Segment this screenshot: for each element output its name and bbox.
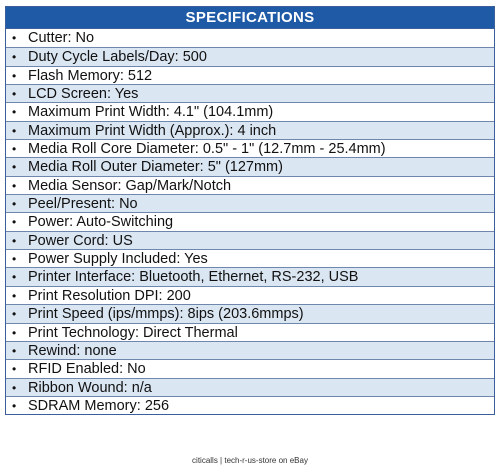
spec-text: RFID Enabled: No [28, 361, 146, 378]
spec-row: • Rewind: none [6, 340, 494, 360]
bullet-icon: • [12, 197, 17, 212]
spec-row: • Ribbon Wound: n/a [6, 377, 494, 396]
specifications-header: SPECIFICATIONS [6, 7, 494, 29]
bullet-icon: • [12, 252, 17, 267]
spec-row: • Maximum Print Width: 4.1" (104.1mm) [6, 102, 494, 121]
spec-row: • Media Roll Outer Diameter: 5" (127mm) [6, 157, 494, 176]
spec-row: • Print Technology: Direct Thermal [6, 322, 494, 341]
bullet-icon: • [12, 288, 17, 303]
spec-row: • LCD Screen: Yes [6, 84, 494, 103]
bullet-icon: • [12, 380, 17, 395]
spec-row: • Print Speed (ips/mmps): 8ips (203.6mmps… [6, 304, 494, 323]
specifications-table: SPECIFICATIONS • Cutter: No • Duty Cycle La… [5, 6, 495, 416]
spec-text: Print Resolution DPI: 200 [28, 287, 191, 304]
spec-text: Duty Cycle Labels/Day: 500 [28, 49, 207, 66]
bullet-icon: • [12, 270, 17, 285]
spec-row: • Cutter: No [6, 29, 494, 48]
spec-row: • Printer Interface: Bluetooth, Ethernet,… [6, 267, 494, 286]
spec-text: Power: Auto-Switching [28, 214, 174, 231]
spec-text: Print Technology: Direct Thermal [28, 324, 238, 341]
spec-text: Ribbon Wound: n/a [28, 379, 152, 396]
bullet-icon: • [12, 343, 17, 358]
bullet-icon: • [12, 142, 17, 157]
spec-row: • RFID Enabled: No [6, 359, 494, 378]
spec-text: Media Roll Core Diameter: 0.5" - 1" (12.… [28, 141, 386, 158]
bullet-icon: • [12, 31, 17, 45]
bullet-icon: • [12, 160, 17, 175]
spec-row: • Power Cord: US [6, 230, 494, 250]
spec-text: Power Cord: US [28, 232, 133, 249]
spec-text: Print Speed (ips/mmps): 8ips (203.6mmps) [28, 306, 304, 323]
footer-credit: citicalls | tech-r-us-store on eBay [192, 456, 308, 465]
bullet-icon: • [12, 398, 17, 413]
spec-row: • SDRAM Memory: 256 [6, 395, 494, 415]
spec-row: • Media Roll Core Diameter: 0.5" - 1" (12… [6, 139, 494, 158]
spec-text: LCD Screen: Yes [28, 86, 139, 103]
spec-text: Power Supply Included: Yes [28, 251, 208, 268]
bullet-icon: • [12, 68, 17, 83]
spec-row: • Duty Cycle Labels/Day: 500 [6, 47, 494, 66]
spec-row: • Maximum Print Width (Approx.): 4 inch [6, 120, 494, 140]
bullet-icon: • [12, 178, 17, 193]
bullet-icon: • [12, 105, 17, 120]
bullet-icon: • [12, 123, 17, 138]
spec-row: • Power Supply Included: Yes [6, 249, 494, 268]
spec-text: Peel/Present: No [28, 196, 138, 213]
spec-text: Printer Interface: Bluetooth, Ethernet, … [28, 269, 359, 286]
spec-text: SDRAM Memory: 256 [28, 397, 170, 414]
bullet-icon: • [12, 325, 17, 340]
spec-text: Maximum Print Width: 4.1" (104.1mm) [28, 104, 274, 121]
spec-text: Cutter: No [28, 30, 95, 46]
bullet-icon: • [12, 307, 17, 322]
spec-row: • Power: Auto-Switching [6, 212, 494, 231]
spec-row: • Media Sensor: Gap/Mark/Notch [6, 175, 494, 195]
bullet-icon: • [12, 215, 17, 230]
spec-row: • Print Resolution DPI: 200 [6, 285, 494, 305]
bullet-icon: • [12, 50, 17, 65]
bullet-icon: • [12, 362, 17, 377]
spec-list: • Cutter: No • Duty Cycle Labels/Day: 500 • F… [6, 29, 494, 415]
spec-row: • Flash Memory: 512 [6, 65, 494, 85]
bullet-icon: • [12, 233, 17, 248]
spec-row: • Peel/Present: No [6, 194, 494, 213]
bullet-icon: • [12, 87, 17, 102]
spec-text: Rewind: none [28, 342, 117, 359]
spec-text: Media Roll Outer Diameter: 5" (127mm) [28, 159, 283, 176]
spec-text: Media Sensor: Gap/Mark/Notch [28, 177, 232, 194]
spec-text: Flash Memory: 512 [28, 67, 153, 84]
spec-text: Maximum Print Width (Approx.): 4 inch [28, 122, 277, 139]
